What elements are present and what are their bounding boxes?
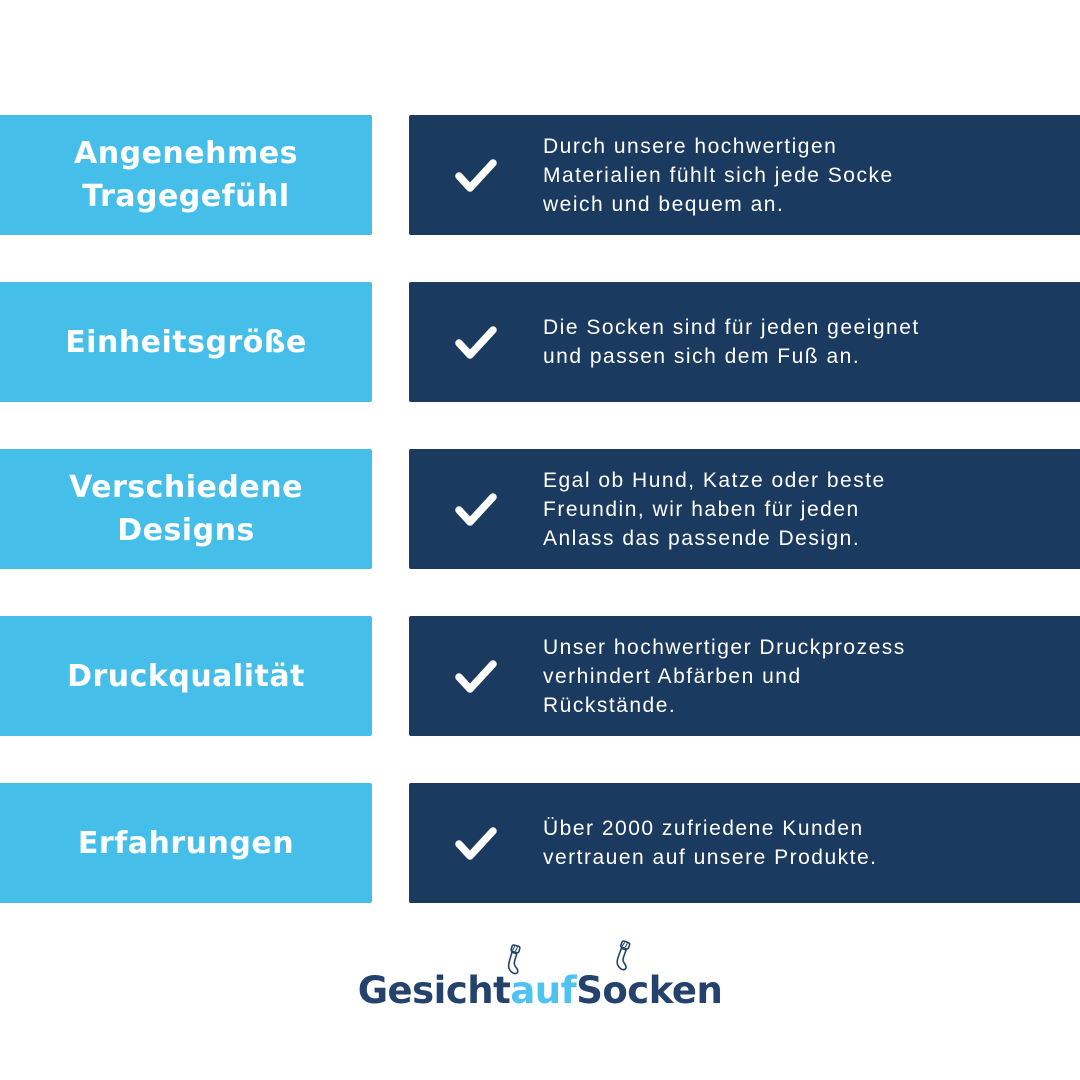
checkmark-icon <box>409 489 543 529</box>
feature-label: Erfahrungen <box>77 825 295 861</box>
feature-description: Die Socken sind für jeden geeignet und p… <box>543 316 920 368</box>
feature-description-box: Egal ob Hund, Katze oder beste Freundin,… <box>409 449 1080 569</box>
brand-logo-part1: Gesicht <box>357 969 511 1012</box>
feature-label: Druckqualität <box>67 658 305 694</box>
checkmark-icon <box>409 322 543 362</box>
feature-row: Einheitsgröße Die Socken sind für jeden … <box>0 282 1080 402</box>
brand-logo-part2: auf <box>510 969 577 1012</box>
feature-label-box: Angenehmes Tragegefühl <box>0 115 372 235</box>
feature-row: Verschiedene Designs Egal ob Hund, Katze… <box>0 449 1080 569</box>
feature-label-box: Einheitsgröße <box>0 282 372 402</box>
feature-description-box: Unser hochwertiger Druckprozess verhinde… <box>409 616 1080 736</box>
feature-description: Unser hochwertiger Druckprozess verhinde… <box>543 635 906 717</box>
brand-logo: GesichtaufSocken <box>0 966 1080 1016</box>
feature-label: Einheitsgröße <box>65 324 307 360</box>
feature-row: Angenehmes Tragegefühl Durch unsere hoch… <box>0 115 1080 235</box>
feature-description: Durch unsere hochwertigen Materialien fü… <box>543 134 894 216</box>
feature-row: Erfahrungen Über 2000 zufriedene Kunden … <box>0 783 1080 903</box>
checkmark-icon <box>409 656 543 696</box>
feature-description-box: Über 2000 zufriedene Kunden vertrauen au… <box>409 783 1080 903</box>
feature-description-box: Die Socken sind für jeden geeignet und p… <box>409 282 1080 402</box>
feature-label-box: Verschiedene Designs <box>0 449 372 569</box>
checkmark-icon <box>409 155 543 195</box>
sock-icon <box>608 938 636 974</box>
feature-row: Druckqualität Unser hochwertiger Druckpr… <box>0 616 1080 736</box>
feature-description: Egal ob Hund, Katze oder beste Freundin,… <box>543 468 886 550</box>
sock-icon <box>500 942 527 977</box>
feature-label-box: Druckqualität <box>0 616 372 736</box>
feature-description: Über 2000 zufriedene Kunden vertrauen au… <box>543 817 878 869</box>
feature-description-box: Durch unsere hochwertigen Materialien fü… <box>409 115 1080 235</box>
checkmark-icon <box>409 823 543 863</box>
feature-label: Verschiedene Designs <box>69 470 303 548</box>
feature-label-box: Erfahrungen <box>0 783 372 903</box>
brand-logo-part3: Socken <box>576 969 723 1012</box>
feature-label: Angenehmes Tragegefühl <box>74 136 298 214</box>
